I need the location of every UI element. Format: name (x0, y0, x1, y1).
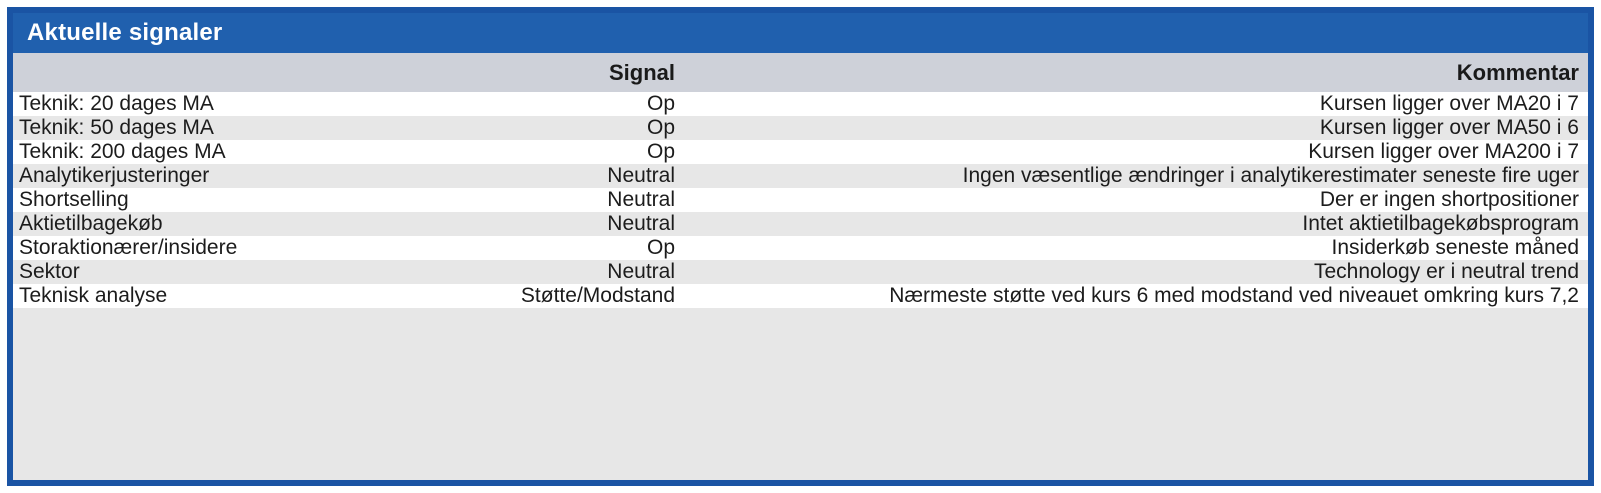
table-row: Sektor Neutral Technology er i neutral t… (13, 260, 1588, 284)
kommentar-value: Nærmeste støtte ved kurs 6 med modstand … (889, 284, 1579, 307)
kommentar-value: Ingen væsentlige ændringer i analytikere… (962, 164, 1579, 187)
table-row: Storaktionærer/insidere Op Insiderkøb se… (13, 236, 1588, 260)
signal-value: Neutral (607, 164, 675, 187)
kommentar-value: Intet aktietilbagekøbsprogram (1302, 212, 1579, 235)
table-header-row: Signal Kommentar (13, 53, 1588, 92)
table-row: Teknisk analyse Støtte/Modstand Nærmeste… (13, 284, 1588, 308)
row-name: Analytikerjusteringer (19, 164, 210, 187)
table-row: Teknik: 200 dages MA Op Kursen ligger ov… (13, 140, 1588, 164)
row-name: Storaktionærer/insidere (19, 236, 238, 259)
signals-panel: Aktuelle signaler Signal Kommentar Tekni… (7, 7, 1594, 486)
row-name: Sektor (19, 260, 80, 283)
row-name: Teknik: 50 dages MA (19, 116, 214, 139)
table-row: Aktietilbagekøb Neutral Intet aktietilba… (13, 212, 1588, 236)
row-name: Teknik: 200 dages MA (19, 140, 226, 163)
table-row: Teknik: 20 dages MA Op Kursen ligger ove… (13, 92, 1588, 116)
kommentar-value: Kursen ligger over MA50 i 6 (1319, 116, 1579, 139)
kommentar-value: Technology er i neutral trend (1314, 260, 1579, 283)
kommentar-value: Der er ingen shortpositioner (1319, 188, 1579, 211)
header-kommentar: Kommentar (1456, 59, 1579, 85)
table-row: Analytikerjusteringer Neutral Ingen væse… (13, 164, 1588, 188)
signal-value: Neutral (607, 188, 675, 211)
panel-title-bar: Aktuelle signaler (13, 13, 1588, 53)
signal-value: Op (646, 140, 675, 163)
table-row: Teknik: 50 dages MA Op Kursen ligger ove… (13, 116, 1588, 140)
empty-footer-row (13, 308, 1588, 480)
row-name: Aktietilbagekøb (19, 212, 163, 235)
kommentar-value: Insiderkøb seneste måned (1331, 236, 1579, 259)
row-name: Teknisk analyse (19, 284, 168, 307)
row-name: Teknik: 20 dages MA (19, 92, 214, 115)
signal-value: Op (646, 236, 675, 259)
signal-value: Neutral (607, 212, 675, 235)
table-row: Shortselling Neutral Der er ingen shortp… (13, 188, 1588, 212)
header-signal: Signal (608, 59, 675, 85)
signal-value: Støtte/Modstand (520, 284, 675, 307)
signal-value: Op (646, 116, 675, 139)
kommentar-value: Kursen ligger over MA20 i 7 (1319, 92, 1579, 115)
header-name (13, 53, 458, 92)
signal-value: Neutral (607, 260, 675, 283)
signal-value: Op (646, 92, 675, 115)
table-body: Teknik: 20 dages MA Op Kursen ligger ove… (13, 92, 1588, 308)
row-name: Shortselling (19, 188, 129, 211)
kommentar-value: Kursen ligger over MA200 i 7 (1308, 140, 1579, 163)
panel-title: Aktuelle signaler (27, 19, 223, 46)
